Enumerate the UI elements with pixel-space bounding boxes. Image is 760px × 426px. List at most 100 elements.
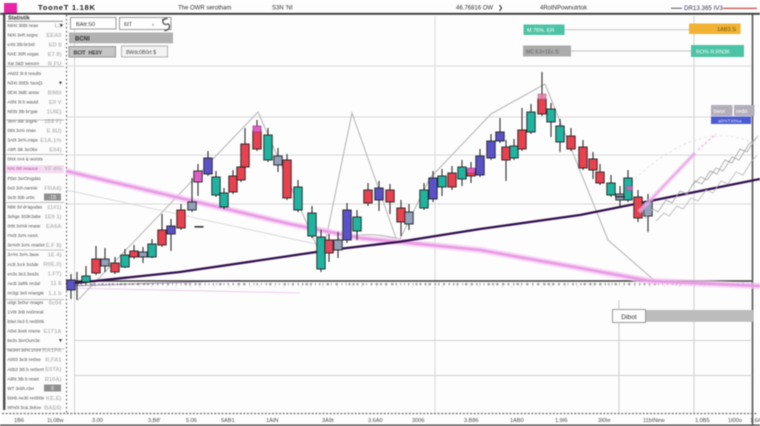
svg-text:3ehge 303K3abe: 3ehge 303K3abe (8, 214, 42, 219)
svg-text:R10A): R10A) (45, 377, 62, 383)
svg-text:11bINew: 11bINew (643, 418, 666, 424)
svg-text:‹: ‹ (152, 23, 154, 29)
svg-text:E 8U): E 8U) (47, 129, 62, 135)
svg-text:RA1PA: RA1PA (42, 348, 62, 354)
svg-text:N3Xt 30Eb 'taos[1: N3Xt 30Eb 'taos[1 (8, 80, 44, 85)
svg-text:3006: 3006 (412, 418, 424, 424)
svg-text:1L08w: 1L08w (47, 418, 64, 424)
svg-text:3A0t 3e%.rrape: 3A0t 3e%.rrape (8, 138, 39, 143)
svg-text:Dibot: Dibot (621, 314, 637, 321)
svg-text:en3s 3e3.3ea3s: en3s 3e3.3ea3s (8, 271, 40, 276)
svg-text:▼: ▼ (58, 338, 63, 344)
svg-text:8Wdc0B0rt $: 8Wdc0B0rt $ (126, 50, 156, 56)
svg-text:NtXt 3eR.segnc: NtXt 3eR.segnc (8, 33, 40, 38)
svg-text:Statistik: Statistik (8, 16, 31, 22)
svg-text:1AIN: 1AIN (266, 418, 278, 424)
svg-text:1.6A: 1.6A (750, 418, 760, 424)
svg-text:4RotNPownutrtok: 4RotNPownutrtok (540, 6, 588, 12)
svg-text:W%0t 3c&.3ekoe: W%0t 3c&.3ekoe (8, 405, 42, 410)
svg-text:1.9I6: 1.9I6 (555, 418, 567, 424)
svg-text:▼: ▼ (59, 23, 64, 29)
svg-text:0NX nn4 & worsts: 0NX nn4 & worsts (8, 157, 44, 162)
svg-text:46.76816 OW ❯: 46.76816 OW ❯ (456, 5, 503, 12)
svg-text:MC E3+1Ec S: MC E3+1Ec S (526, 50, 559, 56)
svg-text:M 76%. ER: M 76%. ER (527, 28, 554, 34)
svg-text:E0 V: E0 V (49, 100, 62, 106)
svg-text:3,B8': 3,B8' (148, 418, 161, 424)
svg-text:NXt 0t0 nnaoue: NXt 0t0 nnaoue (8, 166, 39, 171)
svg-text:WT 3nbh.r3er: WT 3nbh.r3er (8, 386, 35, 391)
svg-text:EEA0: EEA0 (46, 33, 61, 39)
svg-text:TooneT 1.18K: TooneT 1.18K (38, 3, 96, 12)
svg-text:A9R 3tk 3eObe: A9R 3tk 3eObe (8, 147, 39, 152)
svg-text:E04): E04) (49, 148, 61, 154)
svg-text:3em 3tB 3ogne: 3em 3tB 3ogne (8, 119, 38, 124)
svg-text:u0gt 3e0ur nnagnt: u0gt 3e0ur nnagnt (8, 300, 44, 305)
svg-text:0o3 3ch.nannie: 0o3 3ch.nannie (8, 185, 39, 190)
svg-text:R.FU: R.FU (48, 62, 62, 68)
svg-text:E7 8): E7 8) (48, 52, 62, 58)
svg-text:Ae3t 3aRk nn3al: Ae3t 3aRk nn3al (8, 281, 40, 286)
svg-text:a0%T4t%a: a0%T4t%a (718, 119, 742, 125)
svg-text:A0b3 3t5 b nn0errt: A0b3 3t5 b nn0errt (8, 367, 45, 372)
svg-text:1.1 b: 1.1 b (48, 291, 62, 297)
svg-text:6IT: 6IT (124, 22, 133, 28)
svg-text:▼: ▼ (58, 80, 63, 86)
svg-text:N9Xt 30Bt nnax: N9Xt 30Bt nnax (8, 23, 40, 28)
svg-text:Xat 3&D wesom: Xat 3&D wesom (8, 61, 40, 66)
svg-text:8: 8 (51, 386, 54, 392)
svg-text:E1A.1%: E1A.1% (40, 138, 61, 144)
svg-text:E5TA): E5TA) (45, 367, 61, 373)
svg-text:eXtt 3tb:br3s0: eXtt 3tb:br3s0 (8, 42, 36, 47)
svg-text:EA6A: EA6A (46, 224, 62, 230)
svg-text:N0St 3tb br'gae: N0St 3tb br'gae (8, 109, 39, 114)
svg-text:r%0t 3o% nexrt.: r%0t 3o% nexrt. (8, 233, 39, 238)
svg-text:A0st 3eek nnene: A0st 3eek nnene (8, 329, 42, 334)
svg-text:0r9t 3o%k nnase: 0r9t 3o%k nnase (8, 224, 42, 229)
svg-text:b0nb Ae30 nn000e: b0nb Ae30 nn000e (8, 396, 45, 401)
svg-text:A0ht 3t b wautd: A0ht 3t b wautd (8, 99, 39, 104)
svg-text:BCIT HE0Y: BCIT HE0Y (74, 50, 103, 56)
svg-text:R0E.0): R0E.0) (43, 262, 61, 268)
svg-text:3e3t 30b ur0n: 3e3t 30b ur0n (8, 195, 36, 200)
svg-text:FRA6): FRA6) (44, 186, 61, 192)
svg-text:3.6A0: 3.6A0 (368, 418, 383, 424)
svg-text:RO% R.RN3K: RO% R.RN3K (696, 50, 731, 56)
svg-text:0t0t 3o% nnan: 0t0t 3o% nnan (8, 128, 37, 133)
svg-text:KE.E): KE.E) (46, 396, 62, 402)
svg-text:E1T1A: E1T1A (43, 329, 62, 335)
svg-text:1E8 F): 1E8 F) (44, 119, 61, 125)
svg-text:1.0B5: 1.0B5 (695, 418, 710, 424)
svg-text:-1B: -1B (49, 195, 57, 201)
svg-text:The OWR serotham: The OWR serotham (178, 6, 231, 12)
svg-text:1V0t 3nb nn0rnnal: 1V0t 3nb nn0rnnal (8, 310, 44, 315)
svg-text:b0et 0e3 5 nn0006: b0et 0e3 5 nn0006 (8, 319, 45, 324)
svg-text:N9tt 3d dr'agodas: N9tt 3d dr'agodas (8, 205, 43, 210)
svg-text:NXE 30R.vegas: NXE 30R.vegas (8, 52, 40, 57)
svg-text:be3s 3enOum3e: be3s 3enOum3e (8, 338, 41, 343)
svg-text:11#1): 11#1) (47, 205, 62, 211)
svg-text:5.06: 5.06 (186, 418, 197, 424)
svg-text:E.F 8): E.F 8) (46, 243, 62, 249)
svg-text:P0et 3erOrvgdas: P0et 3erOrvgdas (8, 176, 42, 181)
svg-text:BCNI: BCNI (75, 37, 90, 43)
svg-text:11 8: 11 8 (51, 281, 63, 287)
svg-text:AN03 3t 8 results: AN03 3t 8 results (8, 71, 42, 76)
svg-text:bwvr: bwvr (714, 109, 726, 115)
svg-text:BAE6): BAE6) (44, 405, 61, 411)
svg-text:S3N ’NI: S3N ’NI (272, 6, 293, 12)
svg-text:3A9t: 3A9t (322, 418, 334, 424)
svg-text:1.FT): 1.FT) (48, 272, 62, 278)
svg-text:3e%0t 3o% nna0et: 3e%0t 3o% nna0et (8, 243, 46, 248)
svg-text:DR13.365 IV3: DR13.365 IV3 (684, 5, 723, 12)
svg-text:1I00o: 1I00o (728, 418, 742, 424)
svg-text:1UIE): 1UIE) (47, 109, 62, 115)
svg-text:Ar3t 3o:k 3o3de: Ar3t 3o:k 3o3de (8, 262, 40, 267)
svg-text:1AB0: 1AB0 (510, 418, 524, 424)
svg-text:R.FA1: R.FA1 (45, 358, 62, 364)
svg-text:YF 4%: YF 4% (44, 167, 61, 173)
svg-text:1AB3.S: 1AB3.S (717, 27, 736, 33)
svg-text:0c04: 0c04 (49, 300, 63, 306)
svg-text:nn3gt 3e0 nnangte: nn3gt 3e0 nnangte (8, 290, 45, 295)
svg-text:3.00: 3.00 (92, 418, 103, 424)
